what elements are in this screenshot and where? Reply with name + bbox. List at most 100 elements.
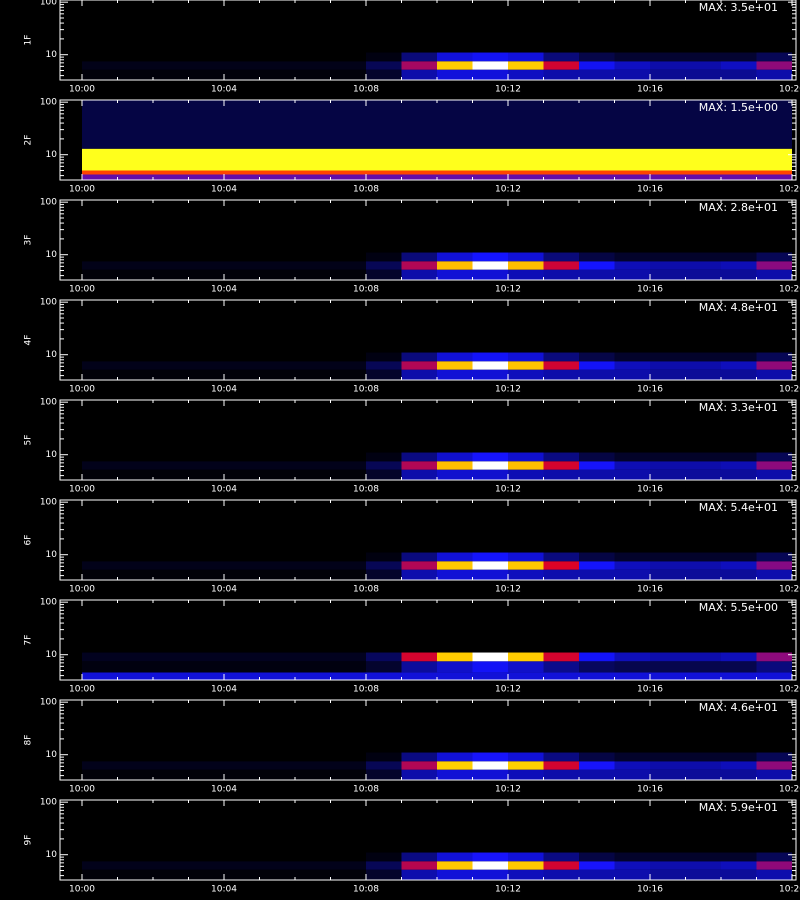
heat-cell [579,469,615,480]
heat-cell [82,561,366,570]
heat-cell [756,672,792,680]
heat-cell [472,61,508,70]
x-tick-label: 10:20 [779,285,800,295]
heat-cell [508,561,544,570]
heat-cell [543,552,579,562]
heat-cell [650,52,686,62]
plot-frame [59,99,797,181]
heat-cell [756,752,792,762]
x-tick-label: 10:04 [211,185,237,195]
heat-cell [650,252,686,262]
heat-cell [721,852,757,862]
x-tick-label: 10:00 [69,885,95,895]
heat-cell [685,552,721,562]
heat-cell [543,861,579,870]
heat-cell [721,252,757,262]
y-tick-label: 100 [40,98,57,108]
heat-cell [437,452,473,462]
heat-cell [82,100,792,149]
heat-cell [543,361,579,370]
plot-frame [59,799,797,881]
heat-cell [366,552,402,562]
heat-cell [82,361,366,370]
heat-cell [437,461,473,470]
y-axis-label: 2F [24,135,34,146]
heat-cell [472,661,508,673]
heat-cell [756,552,792,562]
heat-cell [685,561,721,570]
heat-cell [543,561,579,570]
x-tick-label: 10:08 [353,85,379,95]
heat-cell [579,452,615,462]
heat-cell [650,769,686,780]
x-tick-label: 10:12 [495,685,521,695]
heat-cell [508,661,544,673]
heat-cell [685,252,721,262]
heat-cell [366,752,402,762]
panel: 10 100 10:00 10:04 10:08 10:12 10:16 10:20 6F MAX… [24,498,800,595]
y-tick-label: 10 [46,850,58,860]
x-tick-label: 10:20 [779,385,800,395]
heat-cell [82,52,366,62]
heat-cell [543,752,579,762]
heat-cell [614,469,650,480]
heat-cell [650,861,686,870]
max-annotation: MAX: 5.5e+00 [699,601,778,614]
heat-cell [437,261,473,270]
x-tick-label: 10:00 [69,285,95,295]
heat-cell [543,569,579,580]
heat-cell [437,852,473,862]
panel: 10 100 10:00 10:04 10:08 10:12 10:16 10:20 3F MAX… [24,198,800,295]
heat-cell [472,652,508,662]
panel: 10 100 10:00 10:04 10:08 10:12 10:16 10:20 4F MAX… [24,298,800,395]
x-tick-label: 10:04 [211,485,237,495]
heat-cell [508,361,544,370]
heat-cell [508,761,544,770]
heat-cell [685,69,721,80]
heat-cell [579,752,615,762]
heat-cell [685,261,721,270]
heat-cell [579,769,615,780]
heat-cell [543,869,579,880]
heat-cell [721,552,757,562]
heat-cell [685,769,721,780]
heat-cell [437,861,473,870]
heat-cell [401,61,437,70]
x-tick-label: 10:00 [69,685,95,695]
heat-cell [401,261,437,270]
heat-cell [472,752,508,762]
panel: 10 100 10:00 10:04 10:08 10:12 10:16 10:20 1F MAX… [24,0,800,95]
heat-cell [472,852,508,862]
heat-cell [579,369,615,380]
heat-cell [756,52,792,62]
x-tick-label: 10:16 [637,885,663,895]
plot-frame [59,199,797,281]
heat-cell [437,652,473,662]
heat-cell [650,569,686,580]
heat-cell [756,452,792,462]
heat-cell [401,769,437,780]
heat-cell [650,661,686,673]
heat-cell [721,361,757,370]
heat-cell [472,369,508,380]
x-tick-label: 10:12 [495,185,521,195]
heat-cell [508,552,544,562]
heat-cell [472,869,508,880]
heat-cell [756,61,792,70]
heat-cell [366,769,402,780]
heat-cell [685,569,721,580]
heat-cell [579,761,615,770]
heat-cell [401,52,437,62]
x-tick-label: 10:08 [353,285,379,295]
heat-cell [82,61,366,70]
heat-cell [650,61,686,70]
heat-cell [472,352,508,362]
heat-cell [472,52,508,62]
x-tick-label: 10:16 [637,585,663,595]
heat-cell [508,369,544,380]
heat-cell [508,752,544,762]
heat-cell [508,69,544,80]
heat-cell [401,69,437,80]
heat-cell [401,561,437,570]
x-tick-label: 10:16 [637,785,663,795]
